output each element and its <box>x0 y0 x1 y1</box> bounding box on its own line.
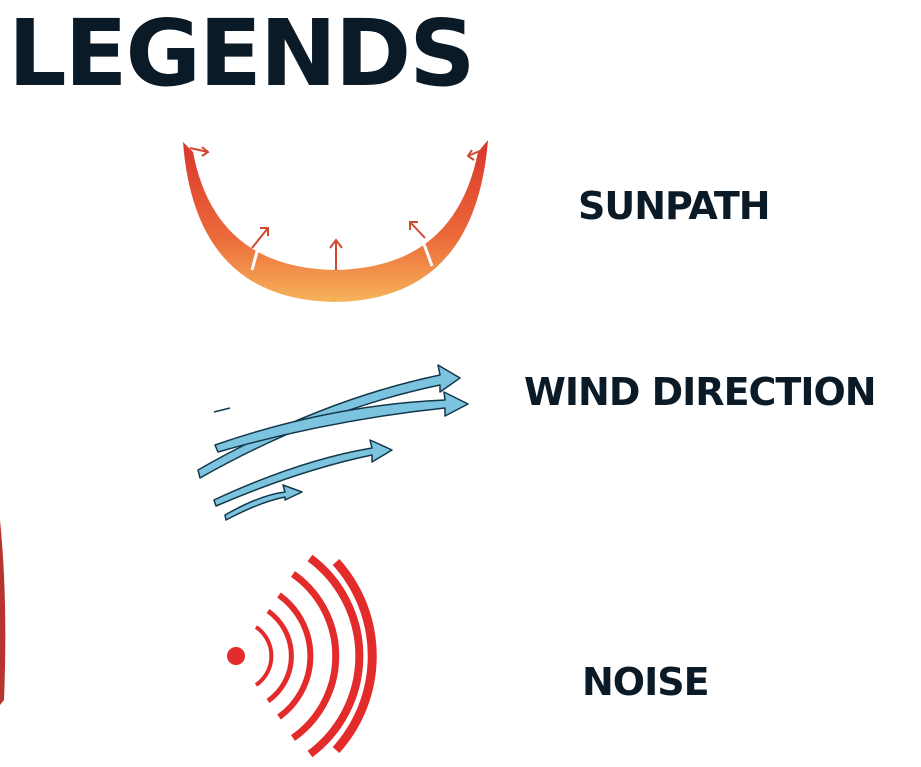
legend-label: SUNPATH <box>578 184 770 228</box>
wind-icon <box>198 365 468 520</box>
page: LEGENDS SUNPATH WIND DIRECTION NOISE (()… <box>0 0 921 767</box>
legend-label: NOISE <box>582 660 709 704</box>
edge-shape <box>0 520 5 705</box>
title: LEGENDS <box>8 4 473 104</box>
noise-icon <box>227 558 372 754</box>
legend-label: WIND DIRECTION <box>524 370 876 414</box>
sunpath-icon <box>183 140 488 302</box>
